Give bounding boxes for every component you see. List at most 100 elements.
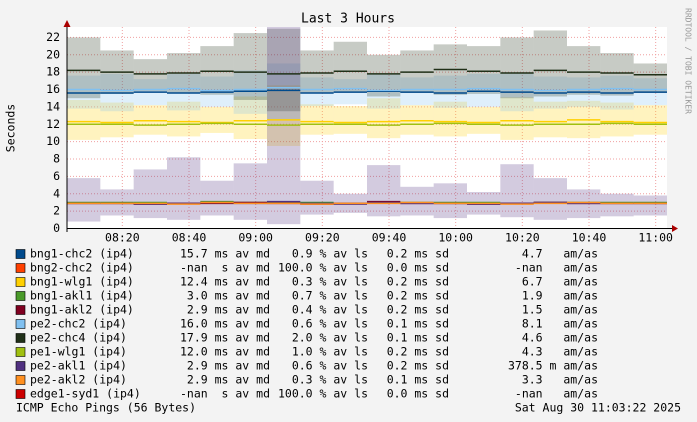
legend-name: pe2-akl2 (ip4) bbox=[30, 373, 127, 387]
legend-swatch bbox=[15, 291, 26, 301]
legend-name: pe1-wlg1 (ip4) bbox=[30, 345, 127, 359]
axes bbox=[63, 20, 678, 232]
legend-swatch bbox=[15, 375, 26, 385]
legend-stat: 100.0 % av ls bbox=[278, 387, 368, 401]
smoke-band bbox=[167, 73, 201, 111]
legend-stat: 0.9 % av ls bbox=[292, 247, 368, 261]
footer-left: ICMP Echo Pings (56 Bytes) bbox=[16, 401, 196, 415]
smoke-band bbox=[100, 102, 134, 138]
smoke-band bbox=[167, 101, 201, 137]
legend-name: bng1-wlg1 (ip4) bbox=[30, 275, 134, 289]
legend-stat: 0.6 % av ls bbox=[292, 317, 368, 331]
smoke-band bbox=[400, 186, 434, 216]
median-layer bbox=[67, 68, 667, 205]
y-tick-label: 0 bbox=[53, 221, 60, 235]
smoke-band bbox=[400, 105, 434, 135]
legend-name: bng1-chc2 (ip4) bbox=[30, 247, 134, 261]
legend-stat: 12.0 ms av md bbox=[180, 345, 270, 359]
legend-stat: 4.7 am/as bbox=[522, 247, 598, 261]
legend-swatch bbox=[15, 249, 26, 259]
smoke-band bbox=[133, 169, 167, 219]
x-tick-label: 09:40 bbox=[372, 231, 407, 245]
legend-stat: -nan am/as bbox=[515, 261, 598, 275]
legend-name: pe2-chc4 (ip4) bbox=[30, 331, 127, 345]
smoke-band bbox=[67, 75, 101, 109]
legend-stat: 0.2 ms sd bbox=[387, 275, 449, 289]
x-tick-label: 10:00 bbox=[438, 231, 473, 245]
legend-stat: -nan s av md bbox=[180, 387, 270, 401]
legend-stat: 12.4 ms av md bbox=[180, 275, 270, 289]
legend-stat: 0.2 ms sd bbox=[387, 359, 449, 373]
x-tick-label: 10:20 bbox=[505, 231, 540, 245]
x-tick-label: 10:40 bbox=[572, 231, 607, 245]
smoke-band bbox=[367, 54, 401, 97]
legend: bng1-chc2 (ip4) 15.7 ms av md 0.9 % av ls 0… bbox=[15, 247, 598, 401]
y-tick-label: 20 bbox=[46, 47, 60, 61]
smoke-band bbox=[200, 46, 234, 95]
smoke-band bbox=[233, 163, 267, 220]
legend-stat: 0.1 ms sd bbox=[387, 317, 449, 331]
smoke-band bbox=[267, 63, 301, 120]
legend-stat: 0.4 % av ls bbox=[292, 303, 368, 317]
smoke-band bbox=[300, 180, 334, 215]
smoke-band bbox=[500, 97, 534, 140]
legend-stat: 0.2 ms sd bbox=[387, 303, 449, 317]
x-axis-arrow bbox=[672, 225, 678, 232]
legend-stat: 8.1 am/as bbox=[522, 317, 598, 331]
legend-stat: 0.7 % av ls bbox=[292, 289, 368, 303]
smoke-band bbox=[367, 98, 401, 139]
y-tick-label: 14 bbox=[46, 99, 60, 113]
legend-stat: 2.9 ms av md bbox=[187, 373, 270, 387]
smoke-band bbox=[467, 73, 501, 107]
plot-area bbox=[67, 27, 667, 229]
legend-stat: 1.5 am/as bbox=[522, 303, 598, 317]
legend-stat: 0.1 ms sd bbox=[387, 331, 449, 345]
legend-stat: -nan am/as bbox=[515, 387, 598, 401]
smoke-band bbox=[367, 165, 401, 217]
legend-name: bng1-akl2 (ip4) bbox=[30, 303, 134, 317]
smoke-band bbox=[333, 106, 367, 134]
smoke-band bbox=[267, 28, 301, 112]
legend-stat: 0.3 % av ls bbox=[292, 373, 368, 387]
legend-swatch bbox=[15, 333, 26, 343]
smoke-band bbox=[433, 183, 467, 219]
footer-right: Sat Aug 30 11:03:22 2025 bbox=[515, 401, 681, 415]
x-tick-label: 09:00 bbox=[238, 231, 273, 245]
legend-swatch bbox=[15, 389, 26, 399]
x-tick-label: 11:00 bbox=[638, 231, 673, 245]
smoke-band bbox=[467, 46, 501, 94]
y-tick-label: 4 bbox=[53, 186, 60, 200]
smoke-band bbox=[433, 75, 467, 108]
legend-swatch bbox=[15, 305, 26, 315]
legend-stat: 6.7 am/as bbox=[522, 275, 598, 289]
y-tick-label: 10 bbox=[46, 134, 60, 148]
legend-stat: 0.0 ms sd bbox=[387, 387, 449, 401]
legend-stat: 3.3 am/as bbox=[522, 373, 598, 387]
y-tick-label: 2 bbox=[53, 204, 60, 218]
legend-swatch bbox=[15, 263, 26, 273]
smoke-band bbox=[300, 104, 334, 135]
legend-name: bng1-akl1 (ip4) bbox=[30, 289, 134, 303]
legend-name: pe2-chc2 (ip4) bbox=[30, 317, 127, 331]
y-tick-label: 16 bbox=[46, 82, 60, 96]
smoke-band bbox=[200, 106, 234, 133]
legend-stat: 17.9 ms av md bbox=[180, 331, 270, 345]
legend-name: bng2-chc2 (ip4) bbox=[30, 261, 134, 275]
smoke-band bbox=[567, 46, 601, 95]
legend-stat: -nan s av md bbox=[180, 261, 270, 275]
x-tick-label: 08:40 bbox=[172, 231, 207, 245]
smoke-band bbox=[500, 37, 534, 99]
legend-stat: 4.6 am/as bbox=[522, 331, 598, 345]
smoke-band bbox=[467, 106, 501, 134]
legend-swatch bbox=[15, 319, 26, 329]
chart-title: Last 3 Hours bbox=[301, 12, 395, 27]
x-tick-label: 08:20 bbox=[105, 231, 140, 245]
smoke-band bbox=[533, 30, 567, 97]
smoke-band bbox=[133, 105, 167, 135]
smoke-band bbox=[267, 85, 301, 146]
legend-stat: 2.0 % av ls bbox=[292, 331, 368, 345]
smoke-band bbox=[500, 164, 534, 218]
smoke-band bbox=[400, 77, 434, 106]
legend-stat: 15.7 ms av md bbox=[180, 247, 270, 261]
